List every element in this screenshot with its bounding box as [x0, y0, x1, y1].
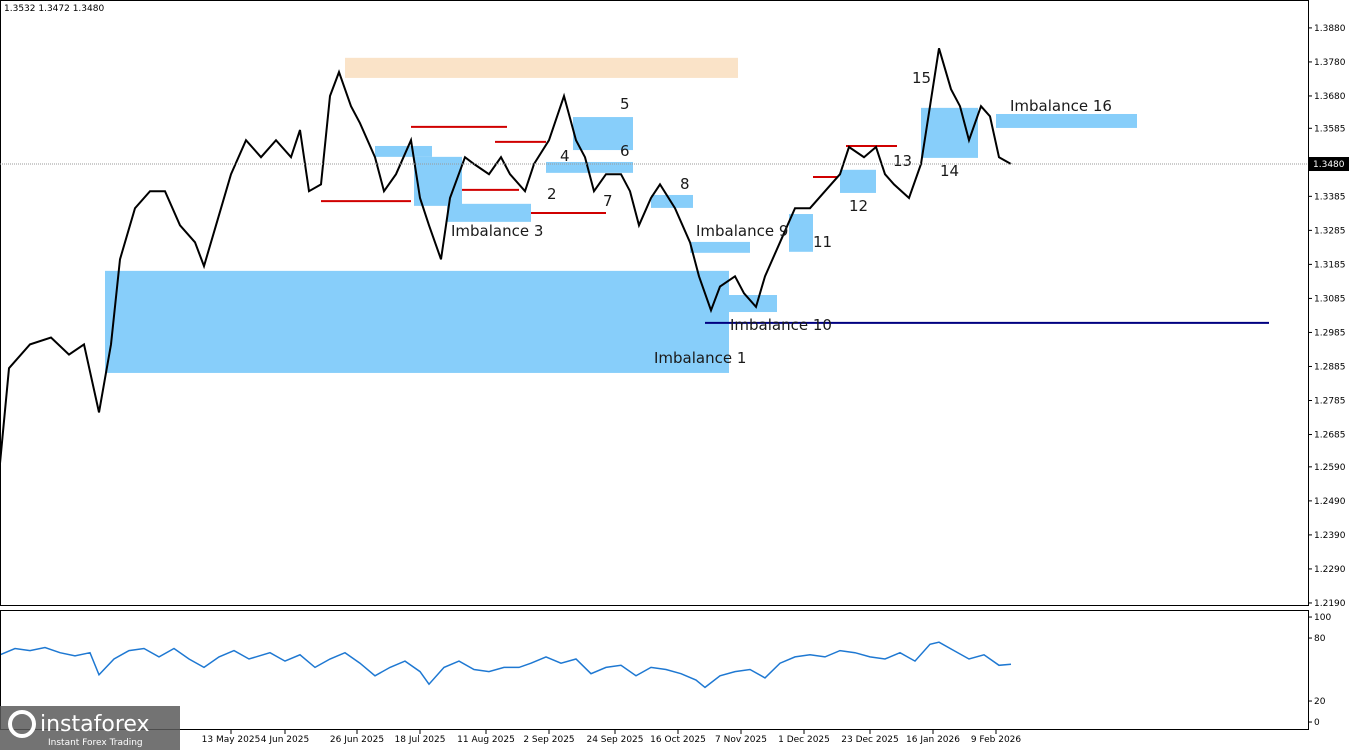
- annotation: 12: [849, 197, 868, 215]
- y-tick-label: 1.3285: [1314, 226, 1346, 236]
- y-tick-label: 1.2985: [1314, 328, 1346, 338]
- annotation: 13: [893, 152, 912, 170]
- zone: [921, 107, 978, 158]
- y-tick-label: 0: [1314, 718, 1320, 728]
- zone: [996, 113, 1137, 128]
- y-tick-label: 1.2290: [1314, 565, 1346, 575]
- y-tick-label: 1.2490: [1314, 497, 1346, 507]
- annotation: 15: [912, 69, 931, 87]
- annotation: 8: [680, 175, 690, 193]
- logo: instaforex Instant Forex Trading: [0, 706, 180, 750]
- x-tick-label: 13 May 2025: [202, 735, 261, 745]
- zone: [789, 214, 813, 252]
- y-tick-label: 1.2590: [1314, 463, 1346, 473]
- x-tick-label: 2 Sep 2025: [523, 735, 574, 745]
- annotation: 5: [620, 95, 630, 113]
- x-tick-label: 1 Dec 2025: [778, 735, 830, 745]
- x-tick-label: 7 Nov 2025: [715, 735, 767, 745]
- y-tick-label: 100: [1314, 613, 1331, 623]
- zone: [375, 145, 432, 157]
- x-tick-label: 23 Dec 2025: [841, 735, 899, 745]
- zone: [105, 270, 729, 373]
- annotation: Imbalance 16: [1010, 97, 1112, 115]
- y-tick-label: 1.2685: [1314, 431, 1346, 441]
- x-tick-label: 18 Jul 2025: [395, 735, 446, 745]
- zone: [651, 194, 693, 208]
- annotation: 7: [603, 192, 613, 210]
- last-price-label: 1.3480: [1313, 160, 1345, 170]
- y-tick-label: 1.3880: [1314, 24, 1346, 34]
- y-tick-label: 1.3680: [1314, 92, 1346, 102]
- logo-tagline: Instant Forex Trading: [48, 738, 143, 748]
- zone: [414, 156, 462, 206]
- y-tick-label: 80: [1314, 634, 1326, 644]
- y-tick-label: 1.3585: [1314, 124, 1346, 134]
- y-tick-label: 20: [1314, 697, 1326, 707]
- x-tick-label: 24 Sep 2025: [586, 735, 643, 745]
- zone: [345, 57, 738, 78]
- logo-icon: [8, 710, 36, 738]
- zone: [690, 241, 750, 253]
- series-line: [0, 48, 1012, 464]
- zone: [573, 117, 633, 151]
- y-tick-label: 1.3085: [1314, 294, 1346, 304]
- x-tick-label: 9 Feb 2026: [971, 735, 1022, 745]
- y-tick-label: 1.2785: [1314, 396, 1346, 406]
- annotation: Imbalance 3: [451, 222, 543, 240]
- y-tick-label: 1.2190: [1314, 599, 1346, 609]
- annotation: Imbalance 1: [654, 349, 746, 367]
- x-tick-label: 26 Jun 2025: [330, 735, 384, 745]
- zone: [546, 161, 633, 173]
- zone: [840, 169, 876, 193]
- last-price-box: [1309, 157, 1349, 172]
- rsi-frame: [0, 610, 1309, 730]
- y-tick-label: 1.3185: [1314, 260, 1346, 270]
- annotation: 11: [813, 233, 832, 251]
- ohlc-header: 1.3532 1.3472 1.3480: [4, 4, 104, 14]
- annotation: 2: [547, 185, 557, 203]
- x-tick-label: 4 Jun 2025: [261, 735, 309, 745]
- y-tick-label: 1.2885: [1314, 362, 1346, 372]
- annotation: 4: [560, 147, 570, 165]
- price-frame: [0, 0, 1309, 606]
- annotation: Imbalance 10: [730, 316, 832, 334]
- annotation: Imbalance 9: [696, 222, 788, 240]
- y-tick-label: 1.3780: [1314, 58, 1346, 68]
- x-tick-label: 16 Oct 2025: [650, 735, 706, 745]
- series-line: [0, 641, 1012, 689]
- y-tick-label: 1.3385: [1314, 192, 1346, 202]
- annotation: 6: [620, 142, 630, 160]
- y-tick-label: 1.2390: [1314, 531, 1346, 541]
- x-tick-label: 11 Aug 2025: [457, 735, 515, 745]
- annotation: 14: [940, 162, 959, 180]
- zone: [447, 203, 531, 222]
- logo-text: instaforex: [40, 712, 150, 737]
- x-tick-label: 16 Jan 2026: [906, 735, 960, 745]
